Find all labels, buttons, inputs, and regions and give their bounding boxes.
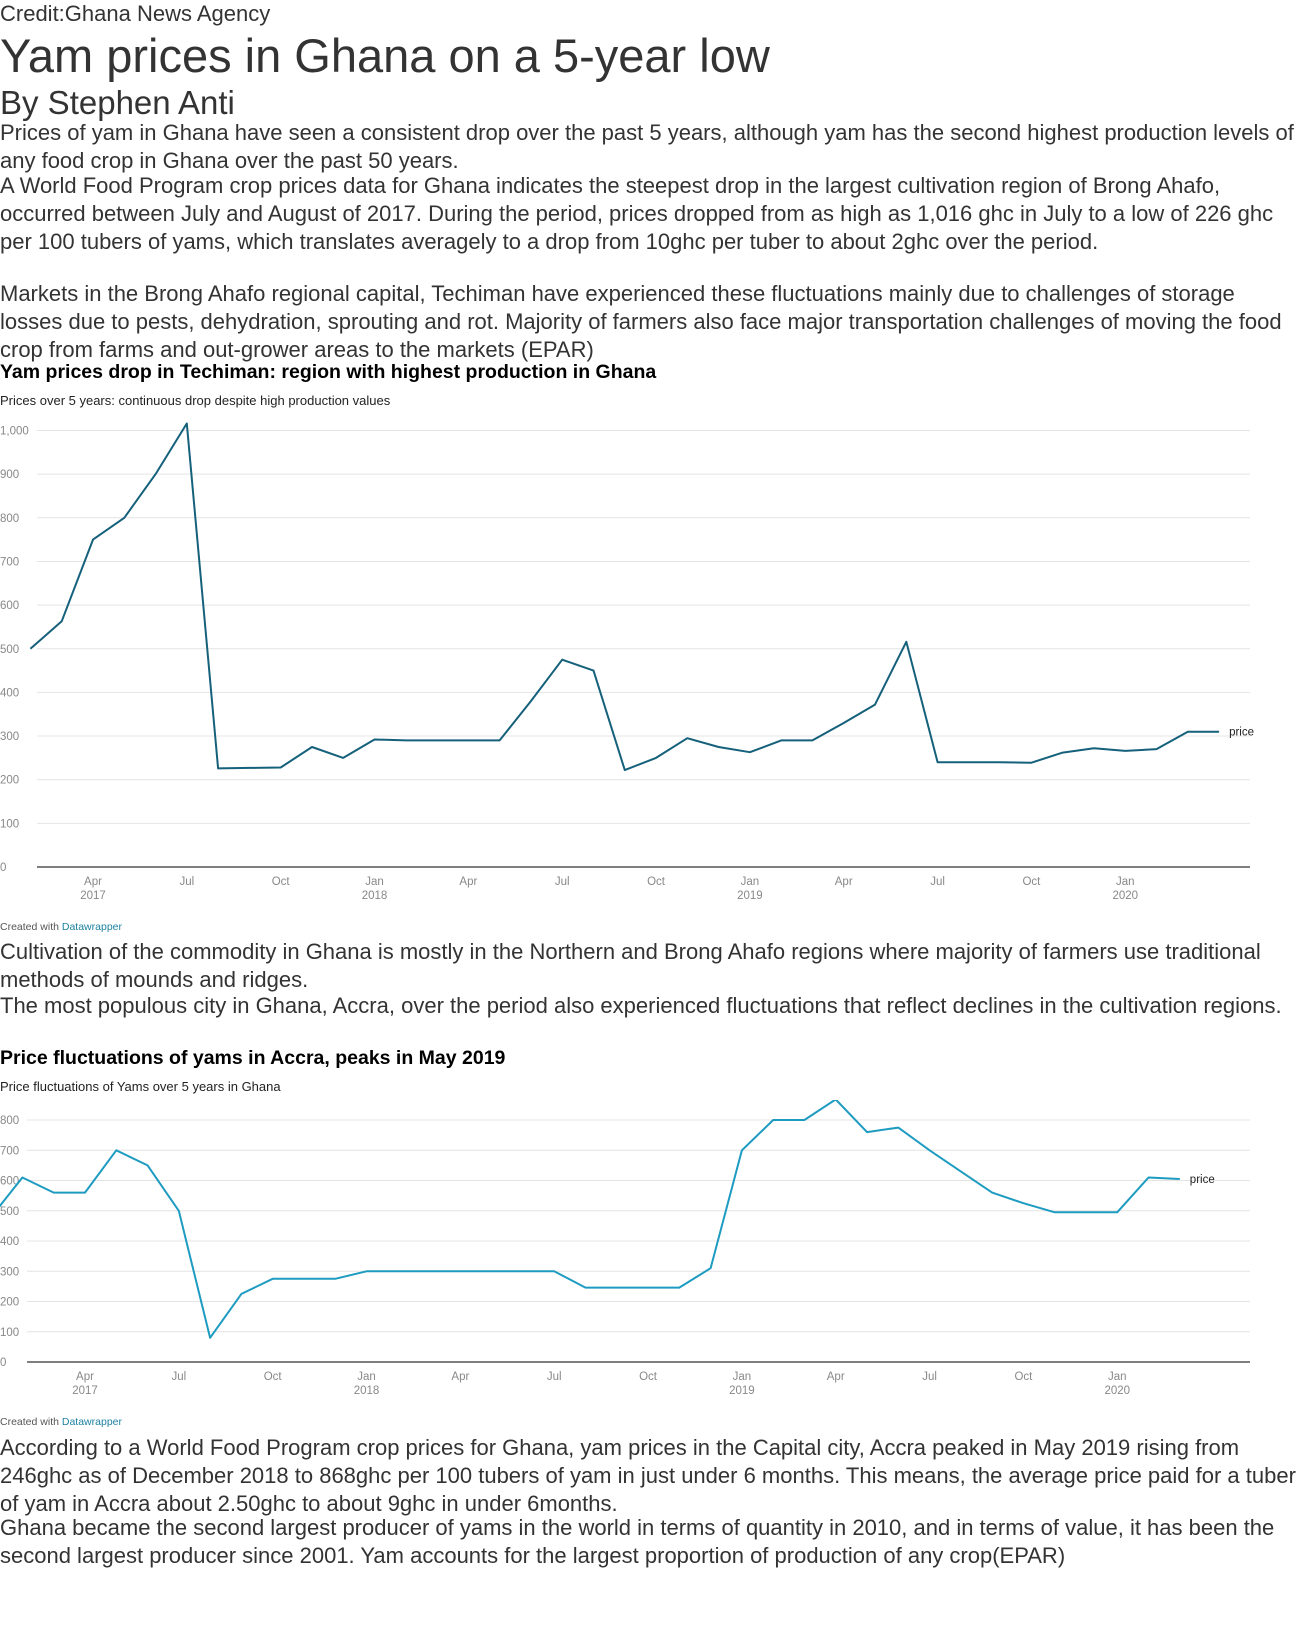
chart-1-subtitle: Prices over 5 years: continuous drop des… bbox=[0, 393, 391, 408]
x-tick-label: Oct bbox=[272, 876, 291, 888]
x-tick-label: Jan bbox=[733, 1371, 752, 1383]
x-tick-label: Apr bbox=[76, 1371, 94, 1383]
y-tick-label: 600 bbox=[0, 1176, 19, 1188]
created-with-label: Created with bbox=[0, 1416, 59, 1428]
y-tick-label: 800 bbox=[0, 1115, 19, 1127]
chart-2-subtitle: Price fluctuations of Yams over 5 years … bbox=[0, 1079, 281, 1094]
y-tick-label: 200 bbox=[0, 775, 19, 787]
x-tick-label: Apr bbox=[827, 1371, 845, 1383]
x-tick-label: Oct bbox=[639, 1371, 658, 1383]
x-tick-label: Apr bbox=[84, 876, 102, 888]
x-tick-year-label: 2018 bbox=[354, 1385, 380, 1397]
x-tick-label: Jul bbox=[930, 876, 945, 888]
x-tick-label: Jul bbox=[922, 1371, 937, 1383]
y-tick-label: 800 bbox=[0, 513, 19, 525]
datawrapper-link[interactable]: Datawrapper bbox=[61, 1416, 122, 1428]
chart-1-credit: Created with Datawrapper bbox=[0, 920, 122, 934]
x-tick-label: Oct bbox=[647, 876, 666, 888]
x-tick-label: Apr bbox=[459, 876, 477, 888]
chart-2-accra-prices: 0 100 200 300 400 500 600 700 800 Apr 2017 Jul Oct Ja… bbox=[0, 1100, 1250, 1397]
series-label: price bbox=[1229, 727, 1254, 739]
y-tick-label: 400 bbox=[0, 687, 19, 699]
x-tick-label: Oct bbox=[264, 1371, 283, 1383]
paragraph-7: Ghana became the second largest producer… bbox=[0, 1515, 1275, 1568]
paragraph-6: According to a World Food Program crop p… bbox=[0, 1435, 1296, 1516]
created-with-label: Created with bbox=[0, 921, 59, 933]
x-tick-label: Apr bbox=[451, 1371, 469, 1383]
y-tick-label: 400 bbox=[0, 1236, 19, 1248]
y-tick-label: 500 bbox=[0, 644, 19, 656]
chart-1-title: Yam prices drop in Techiman: region with… bbox=[0, 361, 657, 383]
paragraph-5: The most populous city in Ghana, Accra, … bbox=[0, 993, 1282, 1018]
x-tick-label: Jul bbox=[179, 876, 194, 888]
x-tick-label: Jul bbox=[547, 1371, 562, 1383]
paragraph-1: Prices of yam in Ghana have seen a consi… bbox=[0, 120, 1294, 173]
x-tick-label: Apr bbox=[835, 876, 853, 888]
y-tick-label: 100 bbox=[0, 1327, 19, 1339]
paragraph-3: Markets in the Brong Ahafo regional capi… bbox=[0, 281, 1282, 362]
x-tick-label: Oct bbox=[1022, 876, 1041, 888]
paragraph-4: Cultivation of the commodity in Ghana is… bbox=[0, 939, 1261, 992]
x-tick-year-label: 2019 bbox=[737, 890, 763, 902]
series-line-price bbox=[29, 422, 1220, 772]
x-tick-year-label: 2019 bbox=[729, 1385, 755, 1397]
y-tick-label: 700 bbox=[0, 1145, 19, 1157]
chart-2-credit: Created with Datawrapper bbox=[0, 1415, 122, 1429]
photo-credit: Credit:Ghana News Agency bbox=[0, 1, 271, 26]
y-tick-label: 900 bbox=[0, 469, 19, 481]
y-tick-label: 300 bbox=[0, 731, 19, 743]
headline: Yam prices in Ghana on a 5-year low bbox=[0, 29, 770, 82]
x-tick-label: Oct bbox=[1014, 1371, 1033, 1383]
byline: By Stephen Anti bbox=[0, 84, 235, 121]
chart-2-title: Price fluctuations of yams in Accra, pea… bbox=[0, 1047, 506, 1069]
y-tick-label: 100 bbox=[0, 818, 19, 830]
x-tick-label: Jan bbox=[1116, 876, 1135, 888]
x-tick-label: Jul bbox=[555, 876, 570, 888]
x-tick-year-label: 2018 bbox=[362, 890, 388, 902]
y-tick-label: 600 bbox=[0, 600, 19, 612]
x-tick-year-label: 2020 bbox=[1104, 1385, 1130, 1397]
y-tick-label: 300 bbox=[0, 1266, 19, 1278]
y-tick-label: 200 bbox=[0, 1297, 19, 1309]
x-tick-label: Jan bbox=[1108, 1371, 1127, 1383]
paragraph-2: A World Food Program crop prices data fo… bbox=[0, 173, 1274, 254]
datawrapper-link[interactable]: Datawrapper bbox=[61, 921, 122, 933]
x-tick-label: Jul bbox=[171, 1371, 186, 1383]
y-tick-label: 700 bbox=[0, 556, 19, 568]
series-line-price bbox=[0, 1100, 1180, 1339]
y-tick-label: 500 bbox=[0, 1206, 19, 1218]
x-tick-label: Jan bbox=[357, 1371, 376, 1383]
x-tick-year-label: 2017 bbox=[80, 890, 106, 902]
x-tick-year-label: 2020 bbox=[1112, 890, 1138, 902]
x-tick-label: Jan bbox=[741, 876, 760, 888]
x-tick-year-label: 2017 bbox=[72, 1385, 98, 1397]
x-tick-label: Jan bbox=[365, 876, 384, 888]
series-label: price bbox=[1190, 1174, 1215, 1186]
y-tick-label: 0 bbox=[0, 1357, 6, 1369]
y-tick-label: 1,000 bbox=[0, 426, 29, 438]
y-tick-label: 0 bbox=[0, 862, 6, 874]
chart-1-techiman-prices: 0 100 200 300 400 500 600 700 800 900 1,000 Apr 2017… bbox=[0, 422, 1254, 902]
